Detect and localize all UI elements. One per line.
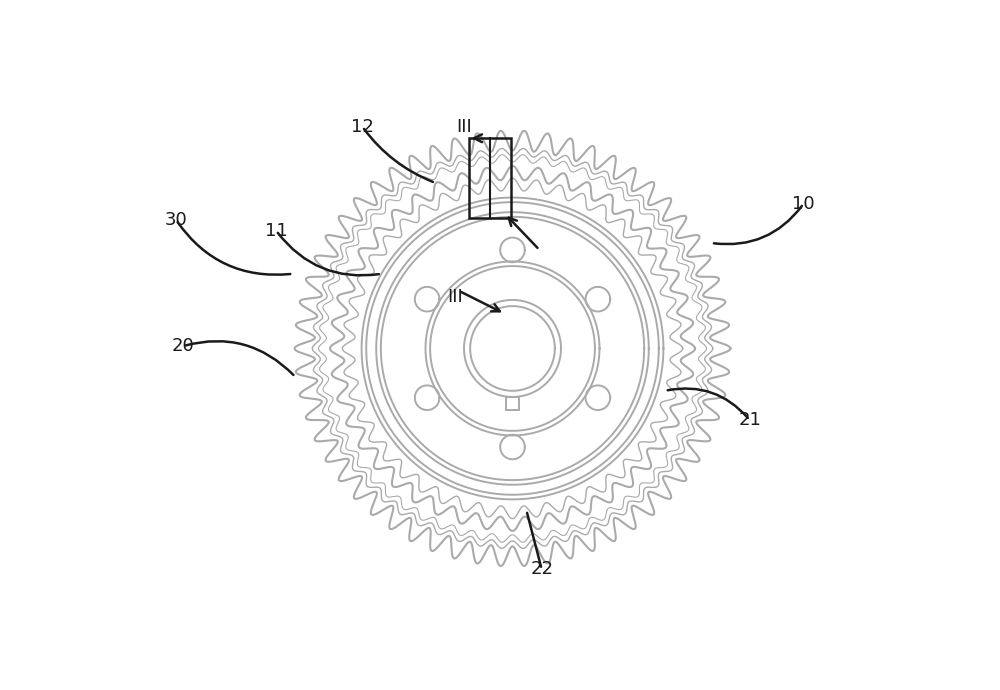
Text: 12: 12 <box>351 118 374 136</box>
Text: 22: 22 <box>530 560 553 578</box>
Text: 21: 21 <box>738 411 761 429</box>
Text: III: III <box>447 288 463 306</box>
Bar <box>506 397 519 410</box>
Bar <box>469 138 511 217</box>
Text: 30: 30 <box>165 211 187 229</box>
Text: 11: 11 <box>265 221 287 239</box>
Text: III: III <box>456 118 472 136</box>
Text: 20: 20 <box>172 337 194 355</box>
Text: 10: 10 <box>792 195 815 213</box>
